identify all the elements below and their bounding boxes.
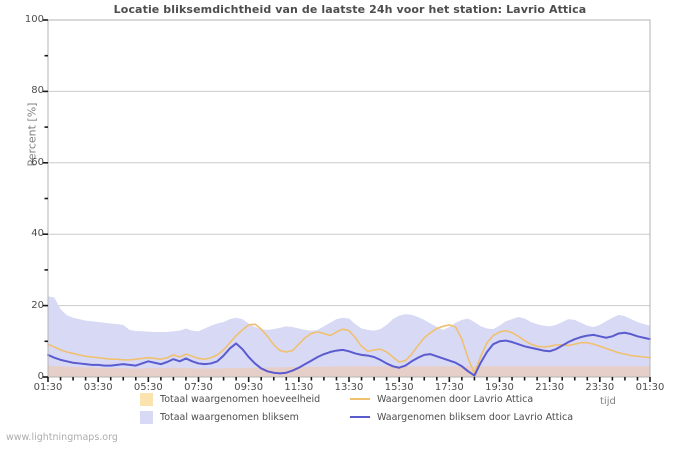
- chart-legend: Totaal waargenomen hoeveelheid Waargenome…: [140, 390, 580, 426]
- x-tick-label: 01:30: [33, 382, 63, 393]
- y-axis-tick-labels: 0 20 40 60 80 100: [0, 0, 44, 450]
- legend-entry: Waargenomen bliksem door Lavrio Attica: [350, 412, 580, 423]
- legend-swatch-line-icon: [350, 398, 370, 400]
- x-axis-label: tijd: [600, 396, 616, 407]
- legend-label: Totaal waargenomen hoeveelheid: [160, 393, 321, 405]
- legend-label: Totaal waargenomen bliksem: [160, 411, 299, 423]
- x-tick-label: 21:30: [535, 382, 565, 393]
- line-station-lightning: [47, 331, 651, 377]
- x-tick-label: 01:30: [635, 382, 665, 393]
- legend-label: Waargenomen door Lavrio Attica: [377, 393, 534, 405]
- x-tick-label: 05:30: [133, 382, 163, 393]
- line-station-amount: [47, 323, 651, 375]
- plot-background: [48, 20, 650, 377]
- x-tick-label: 09:30: [234, 382, 264, 393]
- y-tick-label: 60: [31, 156, 44, 168]
- y-tick-label: 0: [37, 371, 44, 382]
- legend-entry: Totaal waargenomen hoeveelheid: [140, 392, 350, 406]
- legend-swatch-box-icon: [140, 410, 153, 424]
- x-tick-label: 07:30: [184, 382, 213, 393]
- chart-title: Locatie bliksemdichtheid van de laatste …: [113, 3, 587, 16]
- y-tick-label: 100: [24, 14, 44, 25]
- x-tick-label: 11:30: [284, 382, 314, 393]
- x-tick-label: 19:30: [485, 382, 514, 393]
- x-tick-label: 15:30: [384, 382, 414, 393]
- area-total-lightning: [48, 296, 650, 377]
- legend-entry: Waargenomen door Lavrio Attica: [350, 394, 580, 405]
- watermark: www.lightningmaps.org: [6, 432, 118, 443]
- legend-entry: Totaal waargenomen bliksem: [140, 410, 350, 424]
- legend-label: Waargenomen bliksem door Lavrio Attica: [377, 411, 574, 423]
- y-tick-label: 40: [31, 228, 44, 240]
- x-tick-label: 03:30: [83, 382, 113, 393]
- x-tick-label: 23:30: [585, 382, 615, 393]
- legend-swatch-box-icon: [140, 392, 153, 406]
- y-tick-label: 20: [31, 299, 44, 311]
- x-tick-label: 17:30: [434, 382, 464, 393]
- y-tick-label: 80: [31, 85, 44, 97]
- x-tick-label: 13:30: [334, 382, 364, 393]
- area-total-amount: [48, 365, 650, 377]
- legend-swatch-line-icon: [350, 416, 370, 418]
